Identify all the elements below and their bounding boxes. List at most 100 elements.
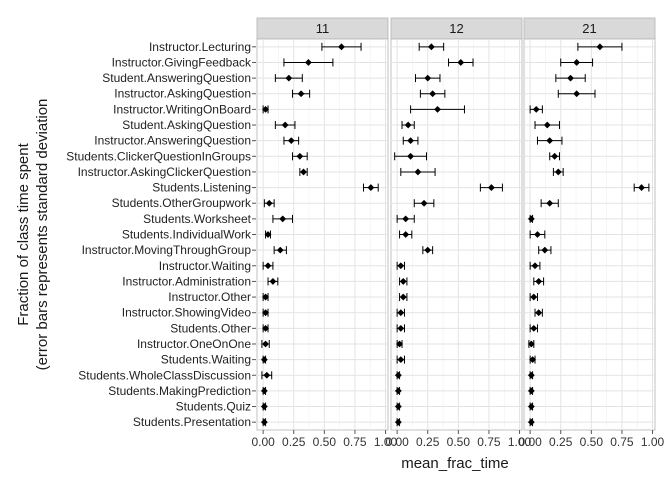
data-point xyxy=(487,184,495,191)
data-point xyxy=(535,278,543,285)
category-label: Instructor.WritingOnBoard xyxy=(113,102,251,116)
data-point xyxy=(546,199,554,207)
data-point xyxy=(396,340,403,348)
x-tick-label: 0.75 xyxy=(610,435,634,449)
data-point xyxy=(404,121,412,129)
data-point xyxy=(596,43,604,51)
category-label: Students.MakingPrediction xyxy=(108,384,251,398)
data-point xyxy=(567,74,574,82)
data-point xyxy=(397,324,405,332)
data-point xyxy=(532,105,540,113)
x-tick-label: 0.25 xyxy=(549,435,573,449)
category-label: Instructor.OneOnOne xyxy=(137,337,251,351)
data-point xyxy=(527,340,535,348)
category-label: Instructor.AskingQuestion xyxy=(114,87,251,101)
data-point xyxy=(397,309,405,317)
y-axis-title-line: Fraction of class time spent xyxy=(15,142,32,325)
data-point xyxy=(394,403,402,410)
data-point xyxy=(424,74,432,82)
category-label: Instructor.ShowingVideo xyxy=(122,306,252,320)
category-label: Students.WholeClassDiscussion xyxy=(78,368,251,382)
category-label: Instructor.Waiting xyxy=(159,259,251,273)
data-point xyxy=(407,137,414,145)
facet-panel-21: 21 0.00 0.25 0.50 0.75 1.00 xyxy=(518,17,665,449)
x-tick-label: 0.75 xyxy=(343,435,367,449)
data-point xyxy=(264,262,272,270)
data-point xyxy=(554,168,562,176)
category-label: Students.Quiz xyxy=(176,400,251,414)
data-point xyxy=(535,309,543,317)
data-point xyxy=(530,293,538,301)
category-label: Students.Other xyxy=(170,321,251,335)
data-point xyxy=(305,59,312,66)
data-point xyxy=(541,246,549,254)
x-axis-title: mean_frac_time xyxy=(401,455,509,472)
data-point xyxy=(262,340,269,348)
data-point xyxy=(276,246,284,254)
facet-strip-label: 12 xyxy=(449,21,463,36)
data-point xyxy=(527,418,535,426)
data-point xyxy=(281,121,289,129)
data-point xyxy=(260,418,268,426)
data-point xyxy=(397,356,405,364)
x-tick-label: 0.25 xyxy=(282,435,306,449)
data-point xyxy=(402,215,410,223)
data-point xyxy=(527,387,535,395)
data-point xyxy=(263,371,271,379)
category-label: Student.AnsweringQuestion xyxy=(102,71,251,85)
data-point xyxy=(527,371,535,379)
data-point xyxy=(420,199,428,207)
data-point xyxy=(531,262,539,270)
data-point xyxy=(428,43,435,51)
category-label: Students.Presentation xyxy=(133,415,251,429)
category-label: Students.Listening xyxy=(152,181,251,195)
data-point xyxy=(530,324,538,332)
category-label: Instructor.AskingClickerQuestion xyxy=(78,165,251,179)
data-point xyxy=(296,152,304,160)
x-tick-label: 0.75 xyxy=(477,435,501,449)
category-label: Students.Worksheet xyxy=(143,212,252,226)
category-label: Student.AskingQuestion xyxy=(122,118,251,132)
facet-panels: 11 0.00 0.25 0.50 0.75 1.00 12 0.00 0.25 0.50 0.75… xyxy=(251,17,665,449)
data-point xyxy=(264,231,272,238)
data-point xyxy=(543,121,551,129)
data-point xyxy=(262,293,269,301)
category-label: Instructor.Administration xyxy=(122,274,251,288)
data-point xyxy=(300,168,307,176)
x-tick-label: 0.25 xyxy=(416,435,440,449)
x-tick-label: 0.00 xyxy=(385,435,409,449)
data-point xyxy=(297,90,305,98)
y-axis-title: Fraction of class time spent (error bars … xyxy=(15,99,51,371)
category-label: Instructor.GivingFeedback xyxy=(112,55,252,69)
data-point xyxy=(338,43,345,51)
data-point xyxy=(399,293,407,301)
data-point xyxy=(262,105,269,113)
x-tick-label: 1.00 xyxy=(641,435,665,449)
data-point xyxy=(269,278,277,285)
data-point xyxy=(573,90,581,98)
data-point xyxy=(260,403,268,410)
facet-panel-11: 11 0.00 0.25 0.50 0.75 1.00 xyxy=(251,17,398,449)
data-point xyxy=(638,184,645,191)
category-labels: Instructor.LecturingInstructor.GivingFee… xyxy=(66,40,256,429)
x-tick-label: 1.00 xyxy=(374,435,398,449)
data-point xyxy=(546,137,554,145)
category-label: Instructor.AnsweringQuestion xyxy=(94,134,251,148)
data-point xyxy=(457,59,465,66)
category-label: Students.OtherGroupwork xyxy=(112,196,252,210)
data-point xyxy=(434,105,441,113)
data-point xyxy=(527,403,535,410)
data-point xyxy=(534,231,541,238)
category-label: Instructor.Lecturing xyxy=(149,40,251,54)
facet-strip-label: 21 xyxy=(582,21,596,36)
x-tick-label: 0.50 xyxy=(447,435,471,449)
data-point xyxy=(394,371,402,379)
data-point xyxy=(429,90,437,98)
category-label: Students.ClickerQuestionInGroups xyxy=(66,149,251,163)
facet-panel-12: 12 0.00 0.25 0.50 0.75 1.00 xyxy=(385,17,532,449)
x-tick-label: 1.00 xyxy=(508,435,532,449)
category-label: Students.Waiting xyxy=(161,353,251,367)
data-point xyxy=(573,59,581,66)
facet-strip-label: 11 xyxy=(316,21,330,36)
